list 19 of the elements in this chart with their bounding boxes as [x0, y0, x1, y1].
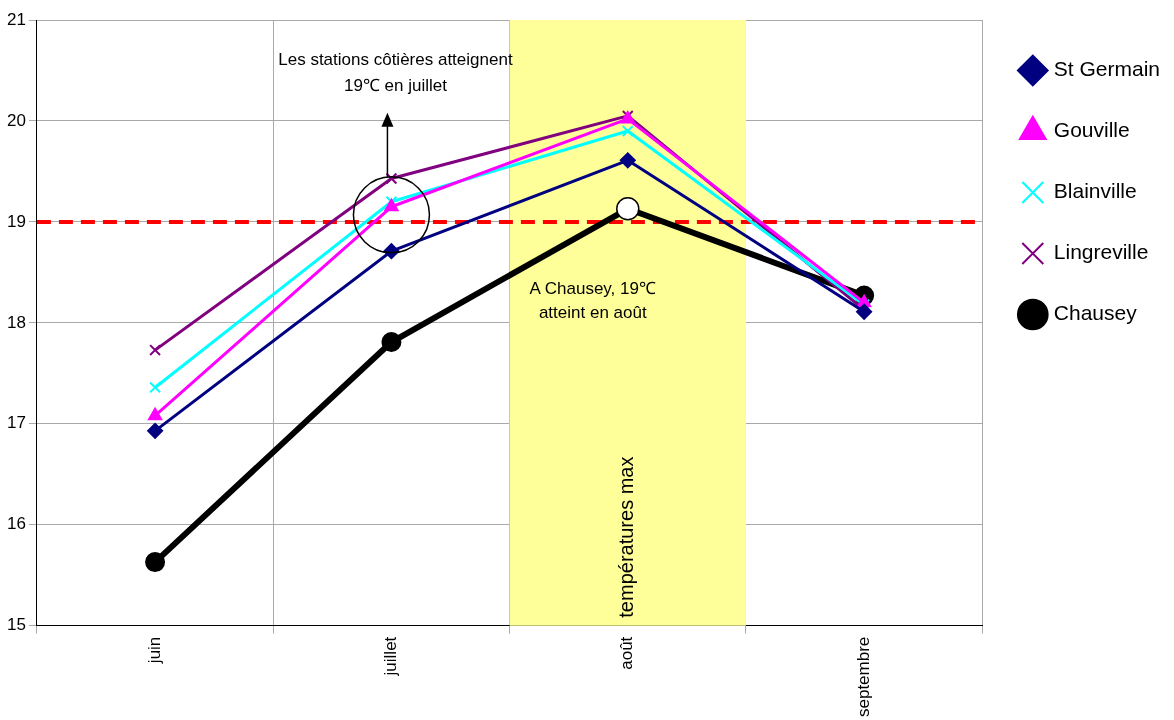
legend-label: Chausey	[1053, 301, 1138, 325]
y-tick-label: 16	[6, 514, 26, 534]
legend-label: St Germain	[1053, 57, 1160, 81]
x-tick-label: août	[617, 636, 637, 670]
y-tick-label: 15	[6, 615, 26, 635]
band-label: températures max	[615, 456, 638, 618]
y-tick-label: 21	[6, 9, 26, 29]
y-tick-label: 20	[6, 110, 26, 130]
legend-label: Blainville	[1053, 179, 1137, 203]
annotation: A Chausey, 19℃ atteint en août	[529, 278, 656, 322]
annotation: Les stations côtières atteignent 19℃ en juillet	[278, 49, 513, 95]
x-tick-label: juin	[144, 636, 164, 665]
x-tick-label: septembre	[853, 636, 873, 718]
y-tick-label: 18	[6, 312, 26, 332]
legend-label: Gouville	[1053, 118, 1130, 142]
x-tick-label: juillet	[381, 636, 401, 677]
legend-label: Lingreville	[1053, 240, 1149, 264]
y-tick-label: 17	[6, 413, 26, 433]
y-tick-label: 19	[6, 211, 26, 231]
